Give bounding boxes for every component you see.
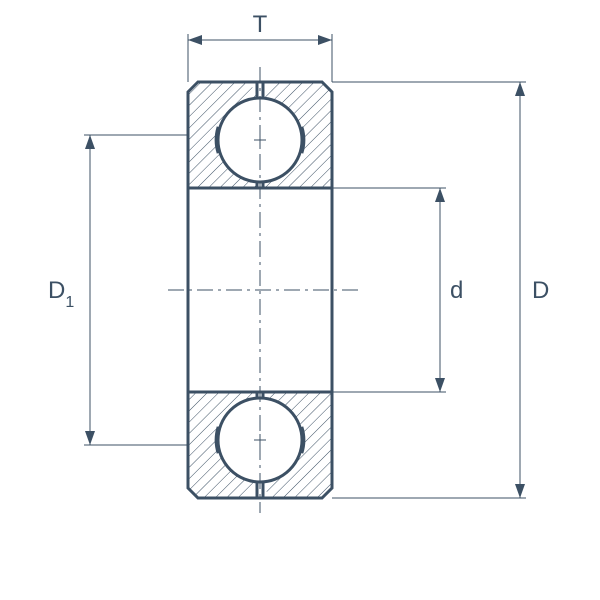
dim-label-D: D (532, 277, 549, 304)
dim-label-D1: D1 (48, 277, 74, 311)
dim-label-d: d (450, 277, 463, 304)
dim-label-T: T (253, 11, 268, 38)
